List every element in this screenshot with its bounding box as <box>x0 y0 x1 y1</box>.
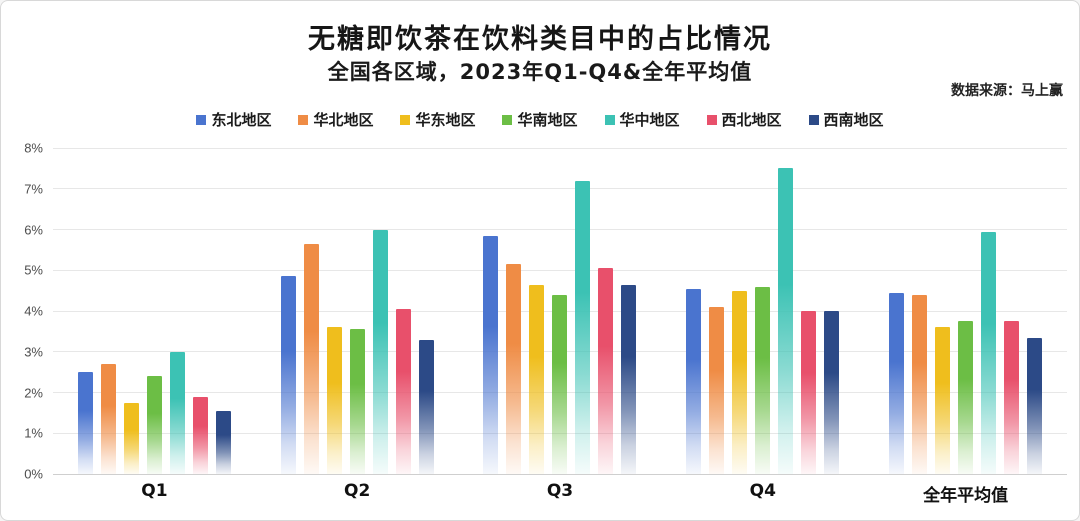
bar-groups-row <box>53 148 1067 474</box>
legend-swatch-icon <box>808 114 819 125</box>
bar <box>552 294 568 474</box>
legend: 东北地区 华北地区 华东地区 华南地区 华中地区 西北地区 西南地区 <box>1 109 1079 130</box>
bar <box>778 168 794 474</box>
x-axis-baseline <box>53 474 1067 475</box>
bar <box>395 308 411 474</box>
legend-item: 华南地区 <box>502 109 578 130</box>
bar <box>575 180 591 474</box>
y-tick-label: 4% <box>24 303 43 319</box>
gridline <box>53 229 1067 230</box>
y-axis: 0% 1% 2% 3% 4% 5% 6% 7% 8% <box>1 141 49 482</box>
bar <box>732 290 748 474</box>
bar-group <box>889 148 1043 474</box>
bar <box>686 288 702 474</box>
legend-item: 西北地区 <box>706 109 782 130</box>
bar <box>123 402 139 474</box>
bar <box>755 286 771 474</box>
bar <box>418 339 434 474</box>
bar <box>215 410 231 474</box>
bar <box>824 311 840 474</box>
bar <box>912 294 928 474</box>
bar <box>483 235 499 474</box>
x-axis: Q1 Q2 Q3 Q4 全年平均值 <box>53 481 1067 513</box>
bar <box>621 284 637 474</box>
bar <box>506 264 522 474</box>
legend-item: 东北地区 <box>196 109 271 130</box>
bar <box>801 311 817 474</box>
y-tick-label: 1% <box>24 425 43 441</box>
bar <box>598 268 614 474</box>
legend-item: 华东地区 <box>400 109 475 130</box>
legend-item: 西南地区 <box>808 109 884 130</box>
data-source-label: 数据来源：马上赢 <box>951 82 1063 98</box>
bar <box>192 396 208 474</box>
x-tick-label: Q1 <box>141 481 168 501</box>
legend-label: 西北地区 <box>721 112 782 129</box>
bar <box>889 292 905 474</box>
legend-swatch-icon <box>706 114 717 125</box>
bar <box>100 363 116 474</box>
legend-label: 东北地区 <box>211 112 272 129</box>
chart-subtitle: 全国各区域，2023年Q1-Q4&全年平均值 <box>327 60 753 84</box>
bar-group <box>77 148 231 474</box>
legend-swatch-icon <box>502 114 513 125</box>
legend-label: 华南地区 <box>517 112 578 129</box>
bar <box>349 329 365 474</box>
legend-label: 西南地区 <box>823 112 884 129</box>
x-tick-label: Q4 <box>749 481 776 501</box>
bar <box>169 351 185 474</box>
y-tick-label: 7% <box>24 181 43 197</box>
gridline <box>53 269 1067 271</box>
plot-area <box>53 147 1067 475</box>
bar <box>146 376 162 474</box>
legend-label: 华北地区 <box>313 112 374 129</box>
bar <box>1027 337 1043 474</box>
x-tick-label: Q2 <box>344 481 371 501</box>
x-tick-label: Q3 <box>546 481 574 501</box>
y-tick-label: 5% <box>24 262 43 278</box>
legend-swatch-icon <box>400 114 411 125</box>
legend-swatch-icon <box>298 114 309 125</box>
y-tick-label: 3% <box>24 344 43 360</box>
chart-title: 无糖即饮茶在饮料类目中的占比情况 <box>308 24 772 55</box>
gridline <box>53 147 1067 149</box>
legend-item: 华中地区 <box>604 109 680 130</box>
legend-label: 华东地区 <box>415 112 476 129</box>
bar <box>280 276 296 474</box>
bar-group <box>280 148 434 474</box>
legend-swatch-icon <box>196 114 207 125</box>
bar <box>958 321 974 474</box>
bar <box>981 231 997 474</box>
y-tick-label: 0% <box>24 466 43 482</box>
bar <box>709 306 725 474</box>
gridline <box>53 188 1067 190</box>
y-tick-label: 6% <box>24 222 43 237</box>
bar-group <box>483 148 637 474</box>
bar <box>372 229 388 474</box>
legend-label: 华中地区 <box>619 112 680 129</box>
y-tick-label: 2% <box>24 385 43 400</box>
y-tick-label: 8% <box>24 140 43 156</box>
bar-group <box>686 148 840 474</box>
legend-item: 华北地区 <box>298 109 373 130</box>
x-tick-label: 全年平均值 <box>923 486 1009 506</box>
bar <box>1004 321 1020 474</box>
legend-swatch-icon <box>604 114 615 125</box>
bar <box>529 284 545 474</box>
bar <box>935 327 951 474</box>
bar <box>77 372 93 474</box>
bar <box>326 327 342 474</box>
bar <box>303 243 319 474</box>
